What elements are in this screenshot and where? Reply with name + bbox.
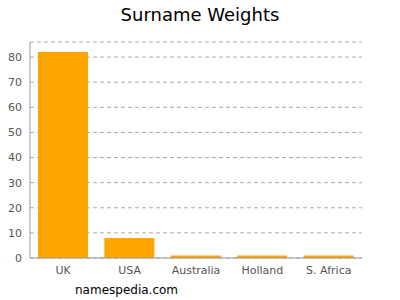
- svg-text:Holland: Holland: [241, 264, 283, 277]
- svg-text:60: 60: [8, 101, 22, 114]
- html-text:namespedia.com: namespedia.com: [75, 283, 178, 297]
- html-text:Surname Weights: Surname Weights: [120, 4, 280, 25]
- svg-text:40: 40: [8, 151, 22, 164]
- svg-text:Australia: Australia: [172, 264, 221, 277]
- svg-text:80: 80: [8, 51, 22, 64]
- svg-text:0: 0: [15, 252, 22, 265]
- svg-text:30: 30: [8, 177, 22, 190]
- svg-text:10: 10: [8, 227, 22, 240]
- svg-text:70: 70: [8, 76, 22, 89]
- svg-text:S. Africa: S. Africa: [306, 264, 351, 277]
- svg-text:USA: USA: [118, 264, 141, 277]
- svg-text:20: 20: [8, 202, 22, 215]
- svg-text:UK: UK: [56, 264, 72, 277]
- svg-text:50: 50: [8, 126, 22, 139]
